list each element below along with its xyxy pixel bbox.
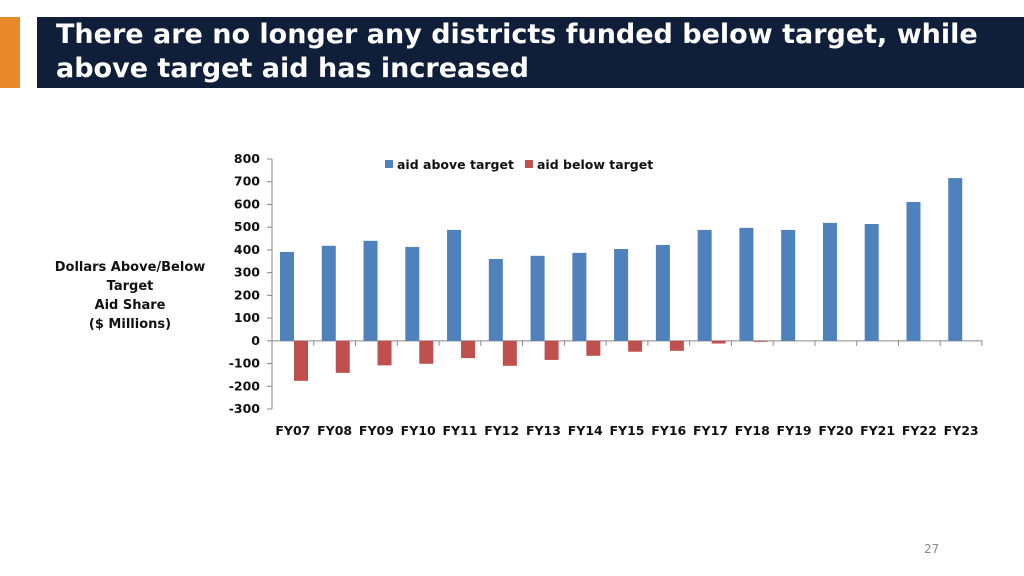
y-tick-label: -300 [229, 401, 261, 416]
bar-below-target [502, 340, 517, 366]
x-tick-label: FY19 [777, 423, 812, 438]
y-tick-label: 300 [234, 265, 260, 280]
slide-title: There are no longer any districts funded… [56, 19, 978, 84]
y-tick-label: 700 [234, 174, 260, 189]
y-tick-label: 200 [234, 287, 260, 302]
x-tick-label: FY17 [693, 423, 728, 438]
bar-below-target [669, 340, 684, 351]
legend-label: aid below target [537, 157, 653, 172]
y-tick-label: 600 [234, 196, 260, 211]
bar-below-target [294, 340, 308, 381]
bar-above-target [447, 229, 462, 341]
bar-above-target [530, 255, 545, 341]
bar-below-target [711, 340, 726, 344]
legend-swatch [525, 160, 533, 168]
x-tick-label: FY18 [735, 423, 770, 438]
x-tick-label: FY21 [860, 423, 895, 438]
bar-below-target [419, 340, 434, 364]
bar-below-target [544, 340, 559, 360]
y-tick-label: 800 [234, 151, 260, 166]
x-tick-label: FY23 [944, 423, 979, 438]
y-tick-label: 100 [234, 310, 260, 325]
bar-above-target [572, 252, 587, 341]
x-tick-label: FY20 [818, 423, 853, 438]
bar-below-target [335, 340, 350, 373]
y-tick-label: 0 [251, 333, 260, 348]
bar-above-target [739, 227, 754, 341]
y-tick-label: 500 [234, 219, 260, 234]
x-tick-label: FY15 [610, 423, 645, 438]
y-axis-label-line: Aid Share [94, 298, 166, 313]
bar-above-target [488, 259, 503, 341]
bar-below-target [586, 340, 601, 356]
y-tick-label: -200 [229, 378, 261, 393]
bar-above-target [405, 246, 420, 341]
x-tick-label: FY13 [526, 423, 561, 438]
x-tick-label: FY22 [902, 423, 937, 438]
y-tick-label: 400 [234, 242, 260, 257]
y-axis-label: Dollars Above/Below Target Aid Share ($ … [30, 258, 230, 334]
bar-below-target [461, 340, 476, 359]
title-bar [37, 17, 1024, 88]
bar-above-target [363, 240, 378, 341]
bar-above-target [655, 244, 670, 341]
x-tick-label: FY08 [317, 423, 352, 438]
y-axis-label-line: ($ Millions) [88, 317, 172, 332]
bar-below-target [753, 340, 768, 342]
x-tick-label: FY12 [484, 423, 519, 438]
legend-label: aid above target [397, 157, 514, 172]
x-tick-label: FY07 [275, 423, 310, 438]
bar-above-target [948, 178, 963, 341]
legend-swatch [385, 160, 393, 168]
bar-below-target [377, 340, 392, 366]
accent-bar [0, 17, 20, 88]
y-tick-label: -100 [229, 356, 261, 371]
bar-above-target [321, 245, 336, 341]
x-tick-label: FY14 [568, 423, 603, 438]
page-number: 27 [924, 542, 940, 556]
bar-above-target [697, 229, 712, 341]
bar-above-target [614, 249, 629, 341]
x-tick-label: FY10 [401, 423, 436, 438]
x-tick-label: FY16 [651, 423, 686, 438]
bar-above-target [781, 229, 796, 341]
bar-below-target [628, 340, 643, 352]
x-tick-label: FY09 [359, 423, 394, 438]
bar-above-target [864, 224, 879, 341]
bar-above-target [280, 251, 294, 341]
bar-above-target [822, 222, 837, 341]
bar-above-target [906, 201, 921, 341]
y-axis-label-line: Dollars Above/Below Target [54, 260, 206, 294]
x-tick-label: FY11 [442, 423, 477, 438]
